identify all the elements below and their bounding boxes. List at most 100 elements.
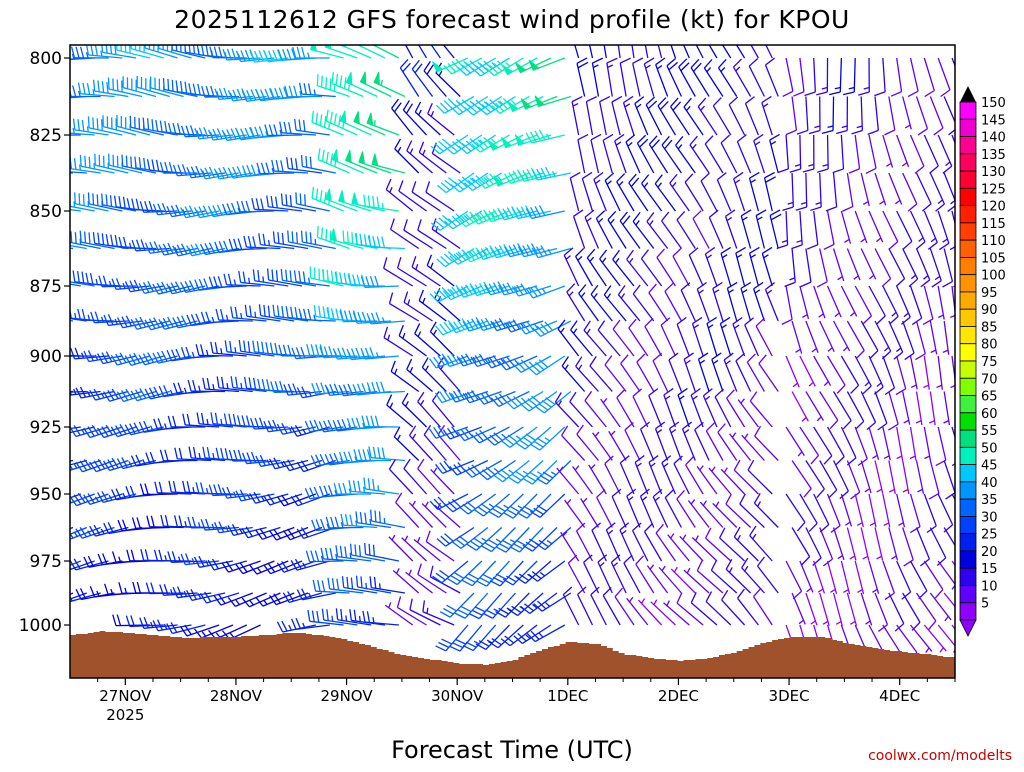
wind-barb <box>705 247 717 286</box>
wind-barb <box>558 320 579 356</box>
wind-barb <box>930 249 941 288</box>
wind-barb <box>692 536 717 561</box>
wind-barb <box>720 528 745 561</box>
wind-barb <box>428 103 454 135</box>
wind-barb <box>565 499 585 527</box>
colorbar-label: 150 <box>981 96 1006 111</box>
wind-barb <box>364 195 399 211</box>
wind-barb <box>606 523 620 561</box>
wind-barb <box>577 523 593 561</box>
wind-barb <box>797 97 808 135</box>
wind-barb <box>861 321 878 359</box>
wind-barb <box>605 173 620 211</box>
wind-barb <box>824 211 834 249</box>
colorbar-swatch <box>960 171 976 188</box>
wind-barb <box>783 58 793 96</box>
wind-barb <box>332 72 363 96</box>
wind-barb <box>762 247 772 286</box>
wind-barb <box>755 426 779 460</box>
wind-barb <box>657 249 676 286</box>
colorbar-swatch <box>960 326 976 343</box>
wind-barb <box>724 353 737 391</box>
wind-barb <box>800 356 815 386</box>
wind-barb <box>889 461 895 494</box>
wind-barb <box>617 390 634 427</box>
wind-barb <box>635 456 648 494</box>
wind-barb <box>816 58 827 95</box>
wind-barb <box>915 321 925 360</box>
wind-barb <box>740 494 765 528</box>
wind-barb <box>736 353 751 391</box>
wind-barb <box>889 249 905 287</box>
wind-barb <box>800 427 819 464</box>
colorbar-label: 115 <box>981 217 1006 232</box>
wind-barb <box>586 97 596 135</box>
wind-barb <box>875 321 891 359</box>
wind-barb <box>629 319 648 356</box>
wind-barb <box>855 561 863 594</box>
wind-barb <box>555 392 578 427</box>
wind-barb <box>930 97 943 135</box>
wind-barb <box>765 172 776 211</box>
colorbar-label: 45 <box>981 459 998 474</box>
wind-barb <box>700 501 723 528</box>
wind-barb <box>861 249 875 280</box>
wind-barb <box>749 58 764 96</box>
wind-barb <box>851 97 862 134</box>
wind-barb <box>883 286 898 324</box>
wind-barb <box>589 465 607 494</box>
wind-barb <box>705 136 723 173</box>
wind-barb <box>703 389 716 427</box>
wind-barb <box>598 555 612 593</box>
wind-barb <box>624 96 634 135</box>
wind-barb <box>897 286 911 324</box>
wind-barb <box>683 422 696 460</box>
wind-barb <box>866 135 876 173</box>
wind-barb <box>328 578 363 593</box>
wind-barb <box>874 58 885 96</box>
colorbar-swatch <box>960 188 976 205</box>
wind-barb <box>721 468 744 494</box>
wind-barb <box>611 555 626 593</box>
colorbar-label: 65 <box>981 390 998 405</box>
colorbar-swatch <box>960 447 976 464</box>
wind-barb <box>803 135 814 172</box>
wind-barb <box>195 127 233 139</box>
wind-barb <box>592 523 606 561</box>
wind-barb <box>875 249 891 287</box>
wind-barb <box>917 249 930 287</box>
wind-barb <box>512 284 551 296</box>
wind-barb <box>645 318 662 356</box>
x-tick-label: 2DEC <box>658 687 699 705</box>
wind-barb <box>826 173 837 211</box>
wind-barb <box>671 567 695 593</box>
wind-barb <box>938 135 952 173</box>
wind-barb <box>834 321 850 351</box>
wind-barb <box>412 181 440 211</box>
wind-barb <box>644 58 654 97</box>
wind-barb <box>834 528 844 560</box>
colorbar-swatch <box>960 534 976 551</box>
wind-barb <box>726 559 750 593</box>
wind-barb <box>638 599 661 625</box>
wind-barb <box>679 59 696 97</box>
wind-barb <box>646 97 661 135</box>
wind-barb <box>801 249 811 287</box>
wind-barb <box>806 392 824 421</box>
wind-barb <box>828 427 845 465</box>
wind-barb <box>603 134 613 173</box>
wind-barb <box>923 286 933 325</box>
wind-barb <box>574 210 585 249</box>
wind-barb <box>394 427 418 461</box>
wind-barb <box>820 461 837 499</box>
y-tick-label: 975 <box>30 552 62 572</box>
wind-barb <box>786 97 797 135</box>
wind-barb <box>664 388 676 427</box>
wind-barb <box>792 392 808 422</box>
wind-barb <box>346 72 377 96</box>
wind-barb <box>419 142 446 173</box>
wind-barb <box>842 173 852 211</box>
wind-barb <box>786 494 805 531</box>
wind-barb <box>944 392 950 426</box>
wind-barb <box>633 389 648 427</box>
